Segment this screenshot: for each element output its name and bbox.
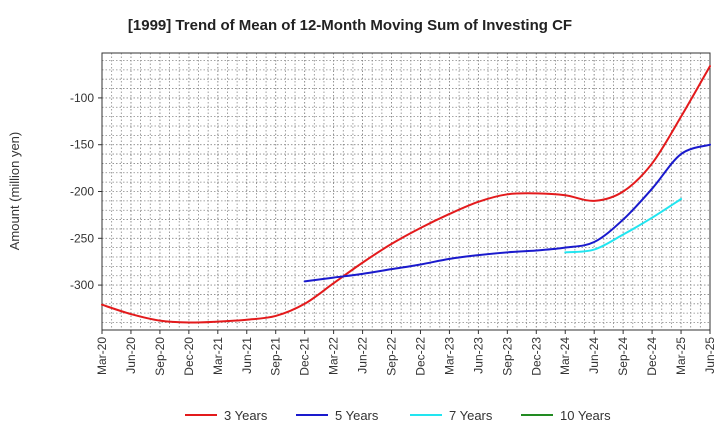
y-tick-label: -300 bbox=[70, 278, 94, 292]
x-tick-label: Mar-24 bbox=[558, 337, 572, 375]
y-axis: -100 -150 -200 -250 -300 bbox=[70, 91, 102, 292]
y-axis-label: Amount (million yen) bbox=[7, 132, 22, 251]
legend-label-7-years: 7 Years bbox=[449, 408, 493, 423]
x-tick-label: Sep-21 bbox=[269, 337, 283, 376]
x-tick-label: Sep-20 bbox=[153, 337, 167, 376]
x-tick-label: Sep-24 bbox=[616, 337, 630, 376]
x-tick-label: Mar-25 bbox=[674, 337, 688, 375]
y-tick-label: -100 bbox=[70, 91, 94, 105]
y-tick-label: -200 bbox=[70, 185, 94, 199]
x-tick-label: Jun-23 bbox=[471, 337, 485, 374]
chart-title: [1999] Trend of Mean of 12-Month Moving … bbox=[128, 17, 572, 34]
legend-label-5-years: 5 Years bbox=[335, 408, 379, 423]
x-tick-label: Dec-20 bbox=[182, 337, 196, 376]
x-tick-label: Jun-24 bbox=[587, 337, 601, 374]
x-tick-label: Mar-20 bbox=[95, 337, 109, 375]
series-line-7-years bbox=[564, 197, 683, 254]
series-group bbox=[101, 65, 711, 324]
y-tick-label: -150 bbox=[70, 138, 94, 152]
x-tick-label: Dec-23 bbox=[529, 337, 543, 376]
legend: 3 Years 5 Years 7 Years 10 Years bbox=[185, 408, 611, 423]
legend-label-3-years: 3 Years bbox=[224, 408, 268, 423]
series-line-5-years bbox=[303, 143, 711, 283]
x-tick-label: Sep-22 bbox=[385, 337, 399, 376]
y-tick-label: -250 bbox=[70, 231, 94, 245]
x-tick-label: Dec-24 bbox=[645, 337, 659, 376]
series-line-3-years bbox=[101, 65, 711, 324]
x-tick-label: Mar-22 bbox=[327, 337, 341, 375]
x-tick-label: Sep-23 bbox=[500, 337, 514, 376]
x-tick-label: Jun-21 bbox=[240, 337, 254, 374]
x-tick-label: Jun-25 bbox=[703, 337, 717, 374]
x-tick-label: Dec-22 bbox=[413, 337, 427, 376]
legend-label-10-years: 10 Years bbox=[560, 408, 611, 423]
x-tick-label: Dec-21 bbox=[298, 337, 312, 376]
x-axis: Mar-20 Jun-20 Sep-20 Dec-20 Mar-21 Jun-21 Sep-… bbox=[95, 330, 717, 376]
x-tick-label: Jun-22 bbox=[356, 337, 370, 374]
x-tick-label: Mar-21 bbox=[211, 337, 225, 375]
x-tick-label: Mar-23 bbox=[442, 337, 456, 375]
grid bbox=[102, 53, 710, 330]
x-tick-label: Jun-20 bbox=[124, 337, 138, 374]
